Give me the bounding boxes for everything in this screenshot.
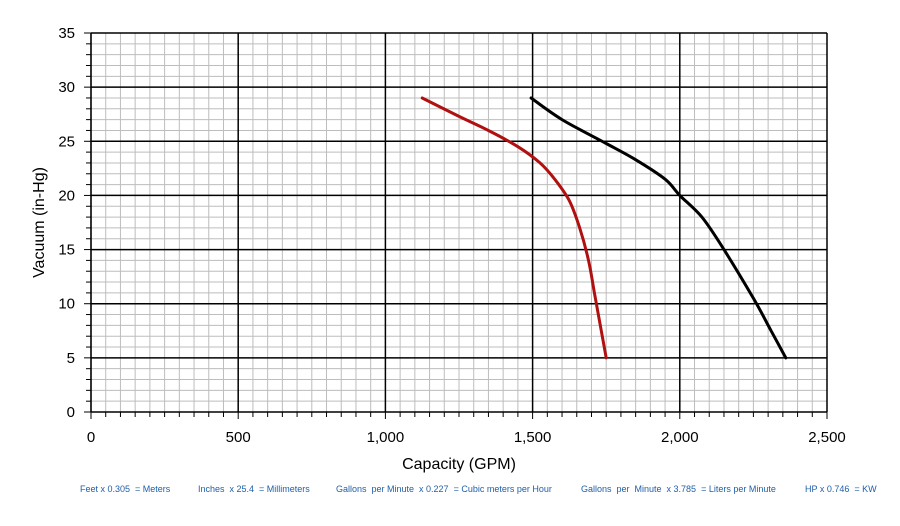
x-tick-label: 2,500 (808, 429, 846, 446)
x-tick-label: 500 (226, 429, 251, 446)
conversion-gpm-liters: Gallons per Minute x 3.785 = Liters per … (581, 484, 776, 494)
y-tick-label: 0 (67, 404, 75, 421)
y-tick-label: 35 (58, 25, 75, 42)
x-tick-label: 1,500 (514, 429, 552, 446)
conversion-feet: Feet x 0.305 = Meters (80, 484, 171, 494)
x-tick-label: 2,000 (661, 429, 699, 446)
x-tick-label: 1,000 (367, 429, 405, 446)
x-axis-title: Capacity (GPM) (402, 456, 516, 473)
axis-ticks (84, 32, 828, 419)
conversion-gpm-cubic: Gallons per Minute x 0.227 = Cubic meter… (336, 484, 552, 494)
unit-conversion-footer: Feet x 0.305 = Meters Inches x 25.4 = Mi… (0, 484, 900, 498)
series-line-black (529, 96, 788, 360)
minor-gridlines (91, 33, 828, 412)
y-tick-label: 5 (67, 350, 75, 367)
series-line-red (420, 96, 608, 360)
y-tick-label: 15 (58, 242, 75, 259)
y-axis-title: Vacuum (in-Hg) (31, 167, 48, 278)
y-tick-label: 25 (58, 133, 75, 150)
tick-labels: 0 5 10 15 20 25 30 35 0 500 1,000 1,500 2,000 2,500 (58, 25, 845, 446)
series-layer (420, 96, 788, 360)
conversion-inches: Inches x 25.4 = Millimeters (198, 484, 310, 494)
y-tick-label: 10 (58, 296, 75, 313)
pump-curve-chart: 0 5 10 15 20 25 30 35 0 500 1,000 1,500 2,000 2,500 C… (31, 25, 846, 473)
x-tick-label: 0 (87, 429, 95, 446)
y-tick-label: 30 (58, 79, 75, 96)
conversion-hp: HP x 0.746 = KW (805, 484, 877, 494)
y-tick-label: 20 (58, 187, 75, 204)
